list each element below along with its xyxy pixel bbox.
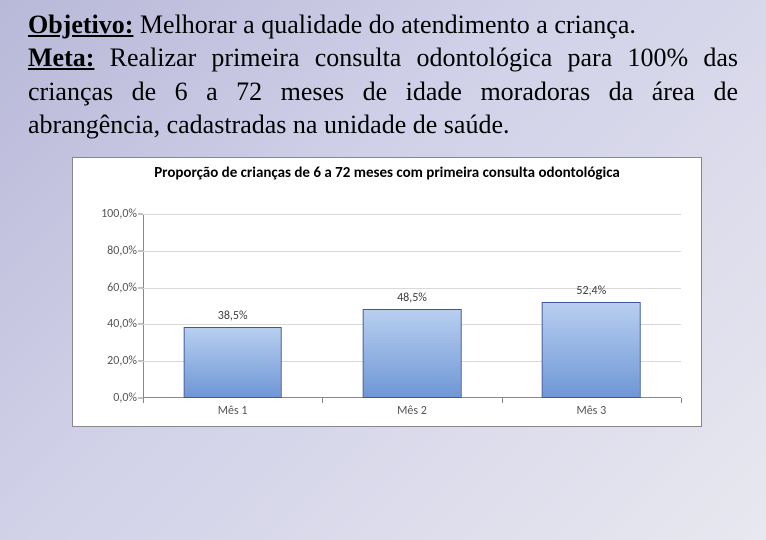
x-tick-mark <box>143 398 144 403</box>
y-tick-label: 40,0% <box>85 317 137 331</box>
y-tick-label: 60,0% <box>85 281 137 295</box>
meta-body: Realizar primeira consulta odontológica … <box>28 43 738 139</box>
chart-plot-area: 0,0%20,0%40,0%60,0%80,0%100,0%38,5%Mês 1… <box>143 214 681 398</box>
chart-container: Proporção de crianças de 6 a 72 meses co… <box>72 157 702 427</box>
x-tick-mark <box>681 398 682 403</box>
x-tick-label: Mês 3 <box>576 404 606 418</box>
y-tick-label: 0,0% <box>85 391 137 405</box>
y-tick-label: 100,0% <box>85 207 137 221</box>
y-tick-label: 80,0% <box>85 244 137 258</box>
bar-value-label: 48,5% <box>397 291 427 305</box>
bar <box>542 302 641 398</box>
x-tick-mark <box>322 398 323 403</box>
x-tick-label: Mês 1 <box>218 404 248 418</box>
bar-slot: 38,5%Mês 1 <box>143 214 322 398</box>
chart-title: Proporção de crianças de 6 a 72 meses co… <box>73 158 701 185</box>
y-tick-label: 20,0% <box>85 354 137 368</box>
slide-text: Objetivo: Melhorar a qualidade do atendi… <box>0 0 766 149</box>
x-tick-label: Mês 2 <box>397 404 427 418</box>
bar-slot: 48,5%Mês 2 <box>322 214 501 398</box>
meta-label: Meta: <box>28 43 94 72</box>
bar-value-label: 38,5% <box>218 309 248 323</box>
x-tick-mark <box>502 398 503 403</box>
bar-value-label: 52,4% <box>576 284 606 298</box>
bar <box>183 327 282 398</box>
bar <box>363 309 462 398</box>
objetivo-body: Melhorar a qualidade do atendimento a cr… <box>133 10 635 39</box>
bar-slot: 52,4%Mês 3 <box>502 214 681 398</box>
objetivo-label: Objetivo: <box>28 10 133 39</box>
